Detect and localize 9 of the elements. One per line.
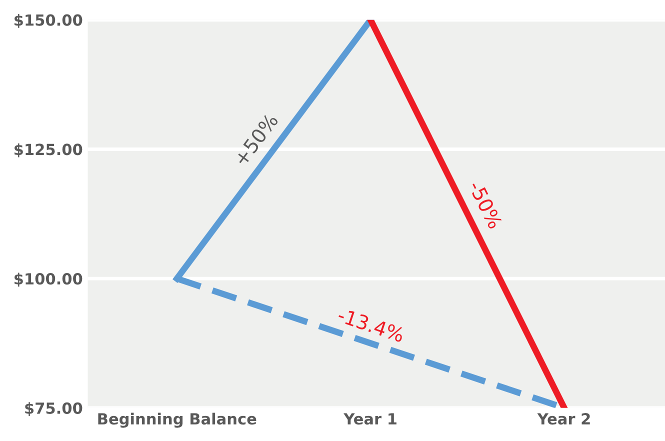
- y-tick-label: $75.00: [25, 402, 82, 416]
- x-tick-label: Beginning Balance: [98, 412, 256, 428]
- y-tick-label: $125.00: [14, 143, 82, 158]
- y-tick-label: $150.00: [14, 14, 82, 28]
- x-tick-label: Year 2: [537, 413, 590, 425]
- y-tick-label: $100.00: [14, 272, 82, 287]
- annotation: -13.4%: [337, 307, 406, 342]
- x-tick-label: Year 1: [344, 413, 396, 425]
- annotation: -50%: [468, 180, 503, 230]
